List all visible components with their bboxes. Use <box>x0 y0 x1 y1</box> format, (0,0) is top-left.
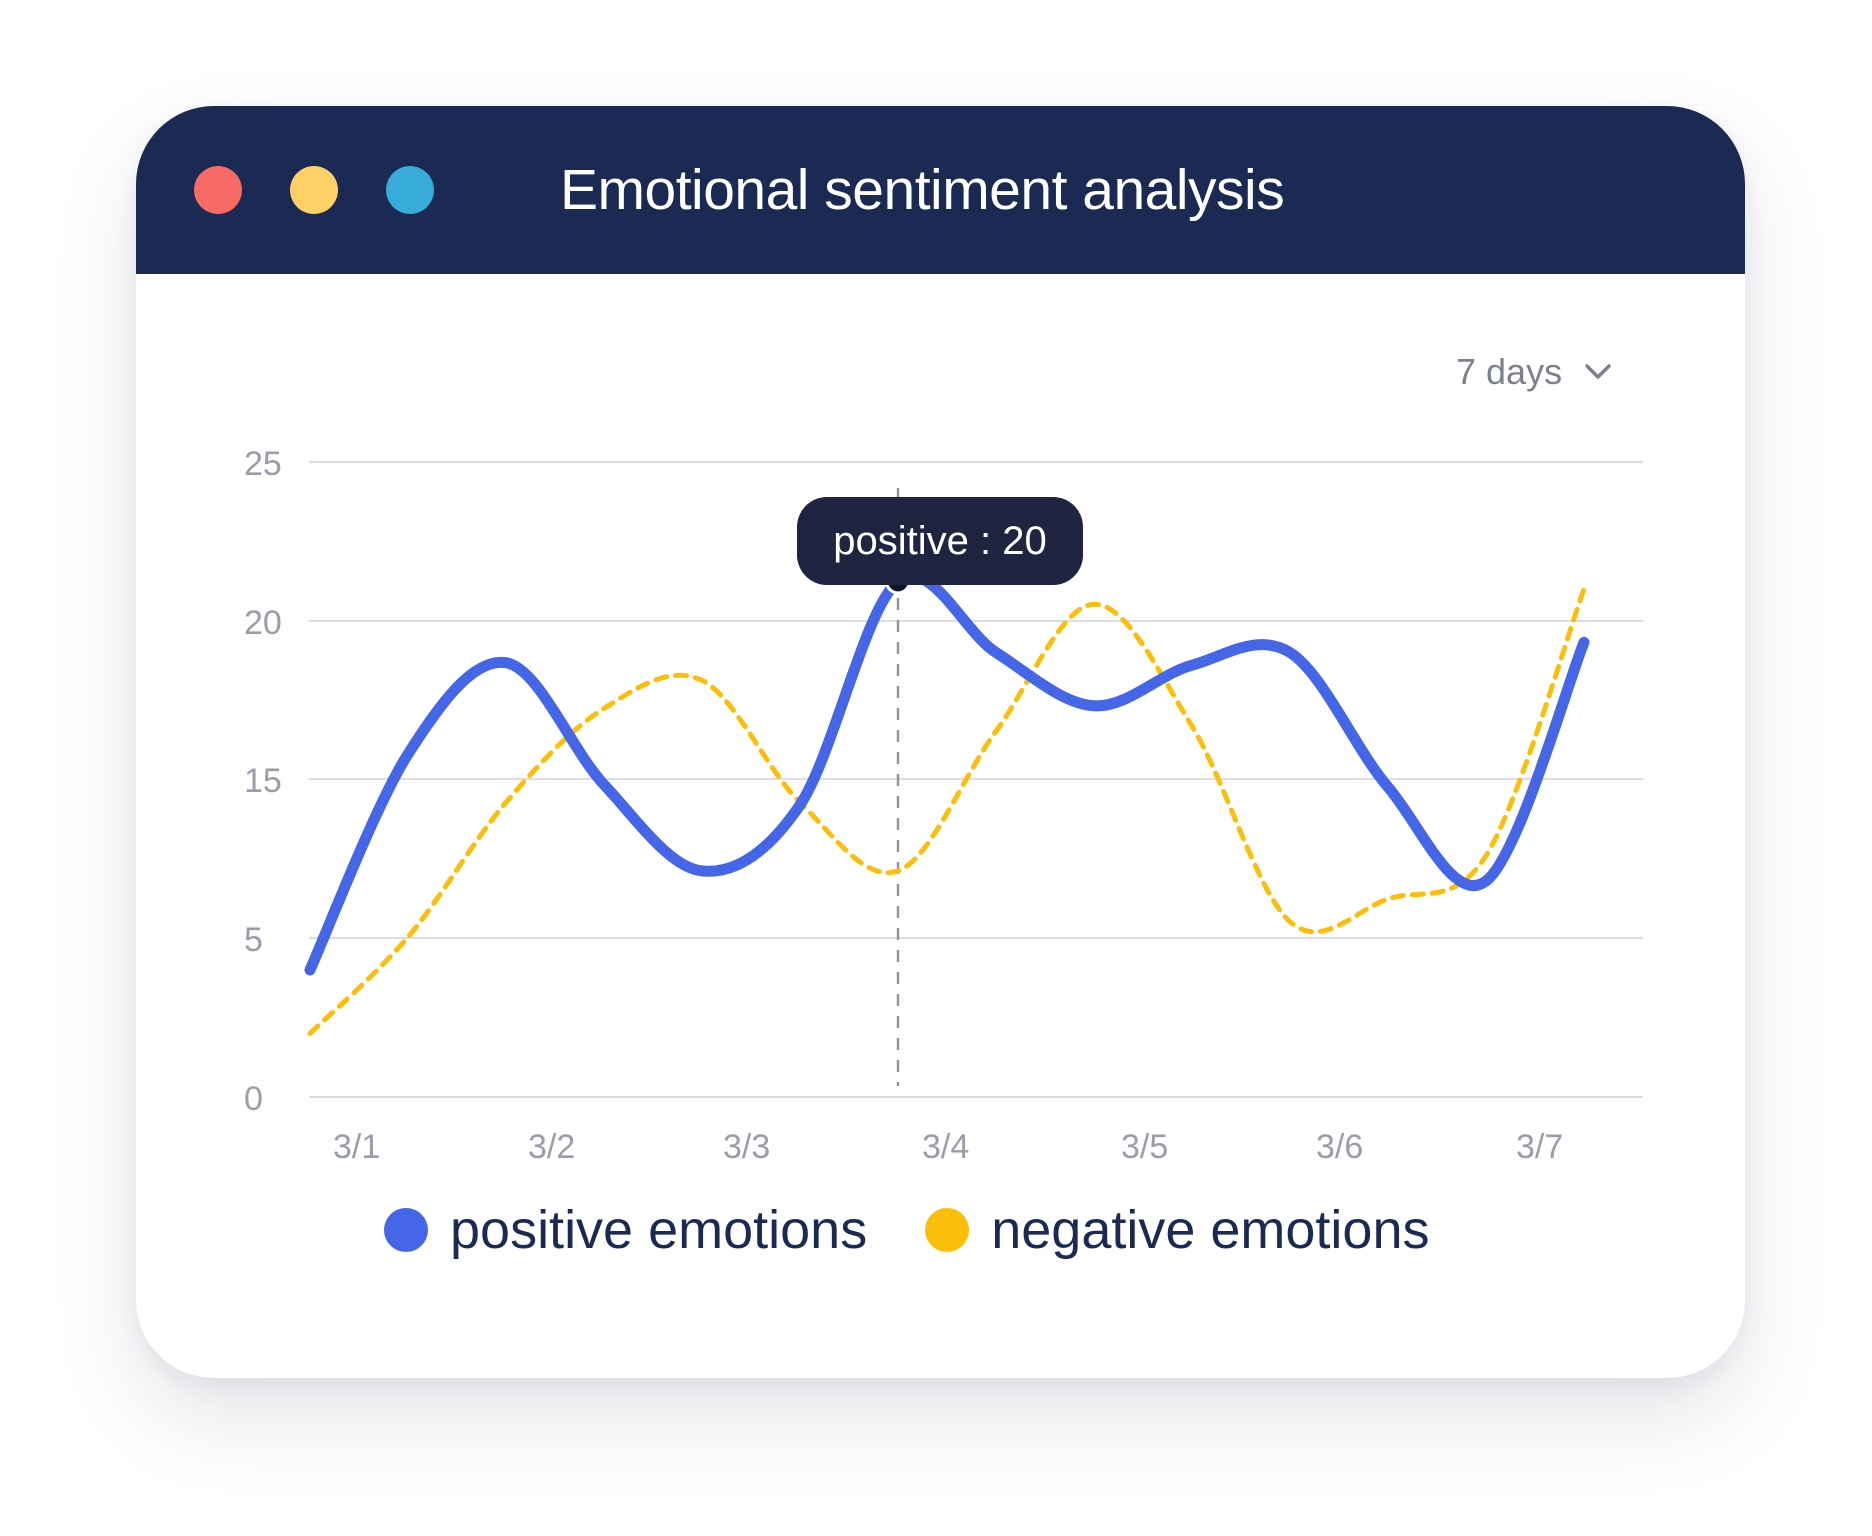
legend-swatch-negative <box>925 1208 970 1252</box>
x-tick-label-3-7: 3/7 <box>1516 1128 1563 1166</box>
chart-card: Emotional sentiment analysis 25 20 15 5 0 3/1… <box>136 106 1745 1378</box>
x-tick-label-3-3: 3/3 <box>723 1128 770 1166</box>
chart-legend: positive emotions negative emotions <box>384 1198 1430 1262</box>
series-line-positive <box>304 570 1590 976</box>
close-dot[interactable] <box>194 166 242 214</box>
x-tick-label-3-2: 3/2 <box>528 1128 575 1166</box>
window-title: Emotional sentiment analysis <box>560 158 1285 222</box>
y-tick-label-25: 25 <box>244 445 282 483</box>
series-line-negative <box>307 586 1587 1036</box>
y-tick-label-20: 20 <box>244 604 282 642</box>
chevron-down-icon <box>1585 364 1611 379</box>
x-tick-label-3-5: 3/5 <box>1121 1128 1168 1166</box>
title-bar: Emotional sentiment analysis <box>136 106 1745 274</box>
value-tooltip: positive : 20 <box>797 497 1083 585</box>
y-tick-label-15: 15 <box>244 762 282 800</box>
range-select[interactable]: 7 days <box>1456 342 1612 402</box>
x-tick-label-3-1: 3/1 <box>333 1128 380 1166</box>
x-tick-label-3-4: 3/4 <box>922 1128 969 1166</box>
range-select-value: 7 days <box>1456 351 1563 392</box>
legend-swatch-positive <box>384 1208 428 1252</box>
legend-label-positive: positive emotions <box>450 1200 868 1260</box>
line-chart: 25 20 15 5 0 3/1 3/2 3/3 3/4 3/5 3/6 3/7 <box>244 445 1643 1166</box>
legend-label-negative: negative emotions <box>991 1200 1430 1260</box>
x-tick-label-3-6: 3/6 <box>1316 1128 1363 1166</box>
legend-item-positive[interactable]: positive emotions <box>384 1198 867 1262</box>
y-tick-label-5: 5 <box>244 921 263 959</box>
minimize-dot[interactable] <box>290 166 338 214</box>
maximize-dot[interactable] <box>386 166 434 214</box>
y-tick-label-0: 0 <box>244 1080 263 1118</box>
legend-item-negative[interactable]: negative emotions <box>925 1198 1430 1262</box>
